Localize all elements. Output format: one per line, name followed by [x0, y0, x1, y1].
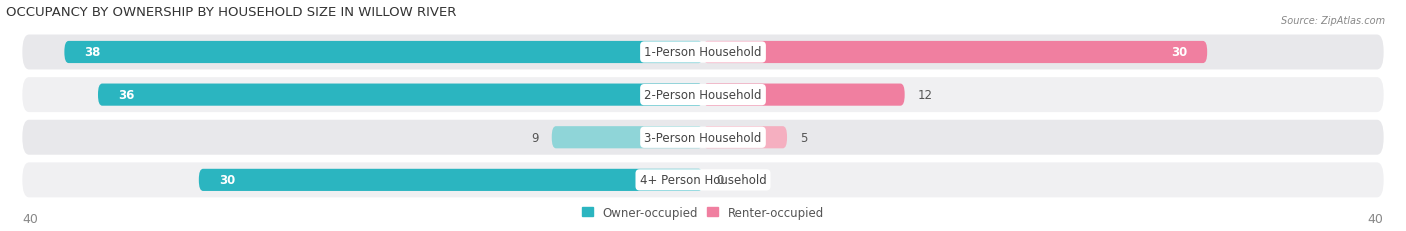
Text: 1-Person Household: 1-Person Household [644, 46, 762, 59]
FancyBboxPatch shape [198, 169, 703, 191]
Text: OCCUPANCY BY OWNERSHIP BY HOUSEHOLD SIZE IN WILLOW RIVER: OCCUPANCY BY OWNERSHIP BY HOUSEHOLD SIZE… [6, 6, 456, 18]
Text: 30: 30 [1171, 46, 1187, 59]
Text: 12: 12 [918, 89, 934, 102]
FancyBboxPatch shape [65, 42, 703, 64]
Text: 36: 36 [118, 89, 135, 102]
FancyBboxPatch shape [22, 78, 1384, 112]
Text: Source: ZipAtlas.com: Source: ZipAtlas.com [1281, 16, 1385, 26]
FancyBboxPatch shape [703, 84, 904, 106]
Text: 5: 5 [800, 131, 808, 144]
FancyBboxPatch shape [22, 163, 1384, 198]
FancyBboxPatch shape [703, 127, 787, 149]
Text: 0: 0 [717, 174, 724, 187]
Text: 3-Person Household: 3-Person Household [644, 131, 762, 144]
Legend: Owner-occupied, Renter-occupied: Owner-occupied, Renter-occupied [578, 201, 828, 224]
FancyBboxPatch shape [551, 127, 703, 149]
FancyBboxPatch shape [98, 84, 703, 106]
Text: 9: 9 [531, 131, 538, 144]
FancyBboxPatch shape [703, 42, 1208, 64]
FancyBboxPatch shape [22, 35, 1384, 70]
Text: 38: 38 [84, 46, 101, 59]
Text: 4+ Person Household: 4+ Person Household [640, 174, 766, 187]
Text: 30: 30 [219, 174, 235, 187]
FancyBboxPatch shape [22, 120, 1384, 155]
Text: 2-Person Household: 2-Person Household [644, 89, 762, 102]
